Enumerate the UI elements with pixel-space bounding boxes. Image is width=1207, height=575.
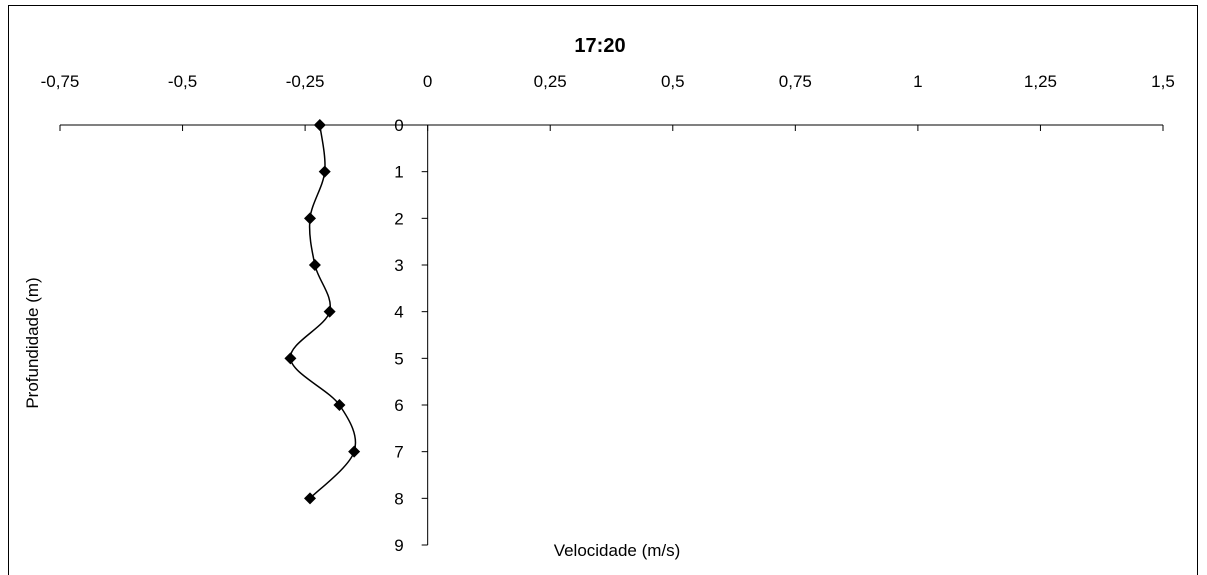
x-tick-label: 1 [913, 72, 922, 91]
series-group [284, 119, 361, 505]
data-point-marker [323, 305, 336, 318]
x-tick-label: -0,5 [168, 72, 197, 91]
y-axis-title: Profundidade (m) [23, 277, 42, 408]
x-tick-label: 0 [423, 72, 432, 91]
y-tick-label: 4 [394, 303, 403, 322]
x-tick-label: 1,25 [1024, 72, 1057, 91]
data-point-marker [348, 445, 361, 458]
data-point-marker [304, 212, 317, 225]
x-tick-label: 1,5 [1151, 72, 1175, 91]
x-tick-label: 0,5 [661, 72, 685, 91]
y-tick-label: 1 [394, 163, 403, 182]
y-tick-label: 9 [394, 536, 403, 555]
data-point-marker [304, 492, 317, 505]
data-point-marker [333, 399, 346, 411]
y-axis: 0 1 2 3 4 5 6 7 8 9 [394, 116, 429, 555]
x-tick-label: -0,75 [41, 72, 80, 91]
x-tick-label: 0,75 [779, 72, 812, 91]
series-line [289, 124, 357, 499]
x-axis: -0,75 -0,5 -0,25 0 0,25 0,5 0,75 1 1,25 1,5 [41, 72, 1175, 131]
y-tick-label: 2 [394, 209, 403, 228]
x-axis-title: Velocidade (m/s) [554, 541, 681, 560]
data-point-marker [318, 165, 331, 178]
y-tick-label: 0 [394, 116, 403, 135]
y-tick-label: 8 [394, 489, 403, 508]
y-tick-label: 5 [394, 349, 403, 368]
data-point-marker [313, 119, 326, 131]
y-tick-label: 3 [394, 256, 403, 275]
data-point-marker [308, 259, 321, 271]
chart-frame [8, 5, 1198, 575]
chart-title: 17:20 [574, 35, 625, 57]
y-tick-label: 7 [394, 443, 403, 462]
data-point-marker [284, 352, 297, 365]
y-tick-label: 6 [394, 396, 403, 415]
x-tick-label: -0,25 [286, 72, 325, 91]
x-tick-label: 0,25 [534, 72, 567, 91]
